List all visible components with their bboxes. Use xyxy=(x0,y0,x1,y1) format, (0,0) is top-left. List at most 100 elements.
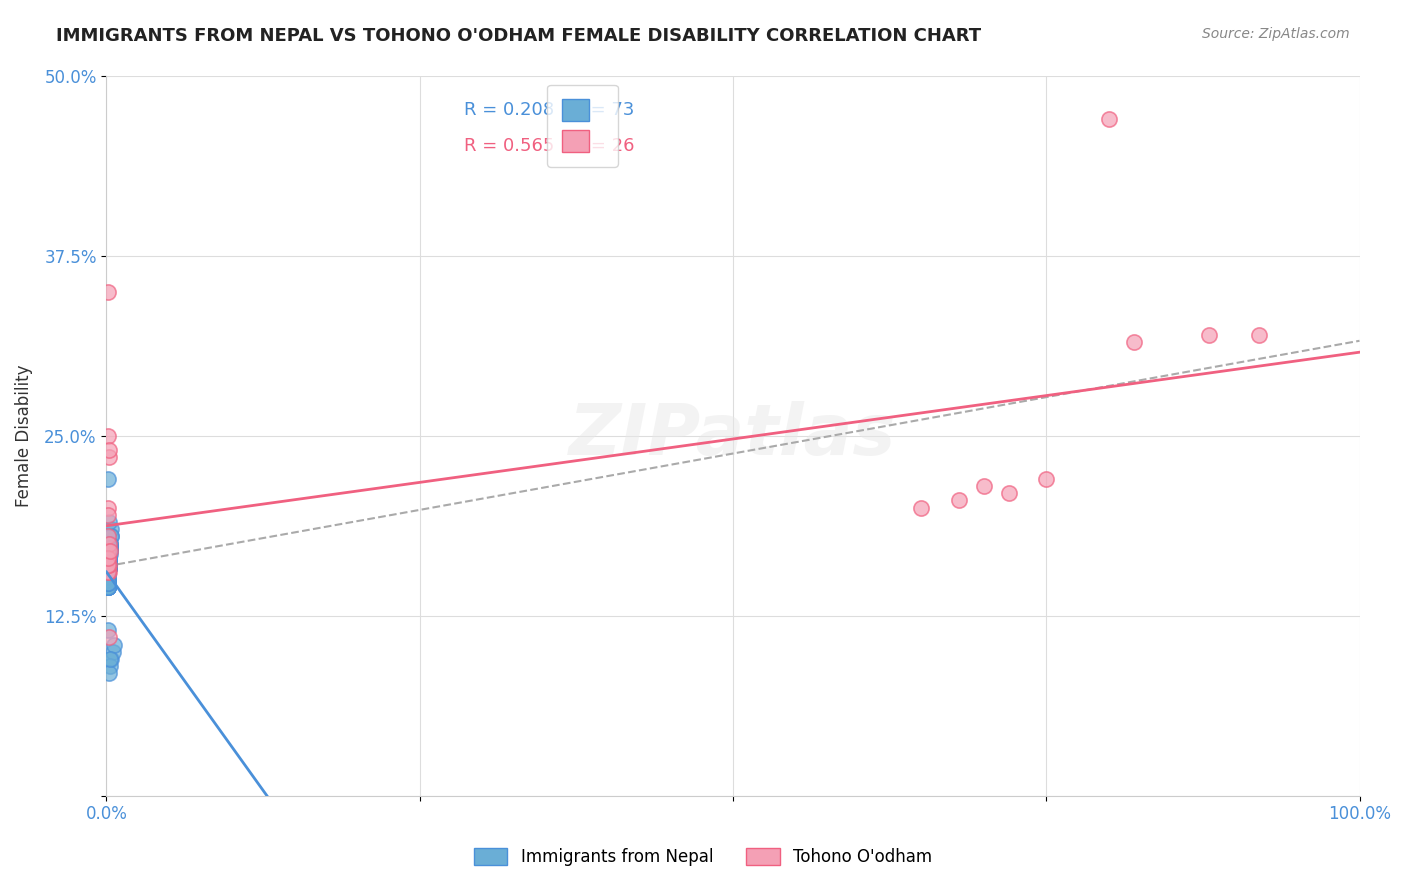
Point xyxy=(98,652,121,666)
Point xyxy=(97,575,120,590)
Point xyxy=(103,638,125,652)
Point xyxy=(98,659,121,673)
Point xyxy=(97,575,120,590)
Point xyxy=(1198,327,1220,342)
Point xyxy=(97,566,120,580)
Point xyxy=(97,551,120,566)
Point xyxy=(97,555,120,569)
Point xyxy=(98,537,121,551)
Point xyxy=(97,570,120,584)
Text: R = 0.208   N = 73: R = 0.208 N = 73 xyxy=(464,101,634,120)
Point xyxy=(97,561,120,575)
Point xyxy=(98,541,121,555)
Point xyxy=(97,580,120,594)
Point xyxy=(97,285,120,299)
Point xyxy=(1123,334,1146,349)
Point xyxy=(97,529,120,543)
Text: ZIPatlas: ZIPatlas xyxy=(569,401,897,470)
Point xyxy=(100,522,122,536)
Point xyxy=(97,558,120,573)
Point xyxy=(97,551,120,566)
Text: R = 0.565   N = 26: R = 0.565 N = 26 xyxy=(464,137,634,155)
Point xyxy=(97,575,120,590)
Text: Source: ZipAtlas.com: Source: ZipAtlas.com xyxy=(1202,27,1350,41)
Point xyxy=(97,575,120,590)
Point xyxy=(97,515,120,529)
Point xyxy=(97,555,120,569)
Point xyxy=(97,555,120,569)
Point xyxy=(1035,472,1057,486)
Point xyxy=(97,580,120,594)
Point xyxy=(973,479,995,493)
Legend: Immigrants from Nepal, Tohono O'odham: Immigrants from Nepal, Tohono O'odham xyxy=(465,840,941,875)
Point xyxy=(97,623,120,637)
Point xyxy=(97,555,120,569)
Point xyxy=(97,575,120,590)
Point xyxy=(98,544,121,558)
Point xyxy=(97,566,120,580)
Point xyxy=(98,541,121,555)
Point xyxy=(97,573,120,587)
Point xyxy=(97,575,120,590)
Point xyxy=(97,558,120,573)
Point xyxy=(97,537,120,551)
Point xyxy=(98,541,121,555)
Point xyxy=(97,558,120,573)
Point xyxy=(97,428,120,442)
Point xyxy=(97,580,120,594)
Point xyxy=(98,547,121,561)
Point xyxy=(97,580,120,594)
Point xyxy=(97,472,120,486)
Point xyxy=(97,580,120,594)
Point xyxy=(97,558,120,573)
Point xyxy=(97,544,120,558)
Point xyxy=(100,529,122,543)
Point xyxy=(910,500,932,515)
Point xyxy=(97,561,120,575)
Point xyxy=(97,580,120,594)
Point xyxy=(100,529,122,543)
Text: IMMIGRANTS FROM NEPAL VS TOHONO O'ODHAM FEMALE DISABILITY CORRELATION CHART: IMMIGRANTS FROM NEPAL VS TOHONO O'ODHAM … xyxy=(56,27,981,45)
Point xyxy=(101,645,124,659)
Point xyxy=(97,551,120,566)
Point xyxy=(97,575,120,590)
Point xyxy=(97,544,120,558)
Point xyxy=(97,551,120,566)
Point xyxy=(97,561,120,575)
Point xyxy=(1249,327,1271,342)
Point xyxy=(97,630,120,644)
Point xyxy=(100,652,122,666)
Point xyxy=(97,575,120,590)
Point xyxy=(97,566,120,580)
Point xyxy=(97,575,120,590)
Point xyxy=(97,500,120,515)
Point xyxy=(97,555,120,569)
Point xyxy=(97,566,120,580)
Point xyxy=(97,558,120,573)
Point xyxy=(97,580,120,594)
Point xyxy=(948,493,970,508)
Point xyxy=(97,561,120,575)
Legend: , : , xyxy=(547,85,617,167)
Point xyxy=(98,541,121,555)
Point xyxy=(1098,112,1121,126)
Point xyxy=(997,486,1019,500)
Point xyxy=(97,573,120,587)
Point xyxy=(97,575,120,590)
Point xyxy=(97,566,120,580)
Point xyxy=(97,580,120,594)
Point xyxy=(97,561,120,575)
Point xyxy=(97,580,120,594)
Point xyxy=(98,537,121,551)
Point xyxy=(97,443,120,458)
Point xyxy=(97,575,120,590)
Point xyxy=(97,575,120,590)
Point xyxy=(98,544,121,558)
Point xyxy=(97,570,120,584)
Point xyxy=(97,666,120,681)
Point xyxy=(97,566,120,580)
Point xyxy=(97,561,120,575)
Point xyxy=(98,541,121,555)
Point xyxy=(97,450,120,465)
Point xyxy=(97,575,120,590)
